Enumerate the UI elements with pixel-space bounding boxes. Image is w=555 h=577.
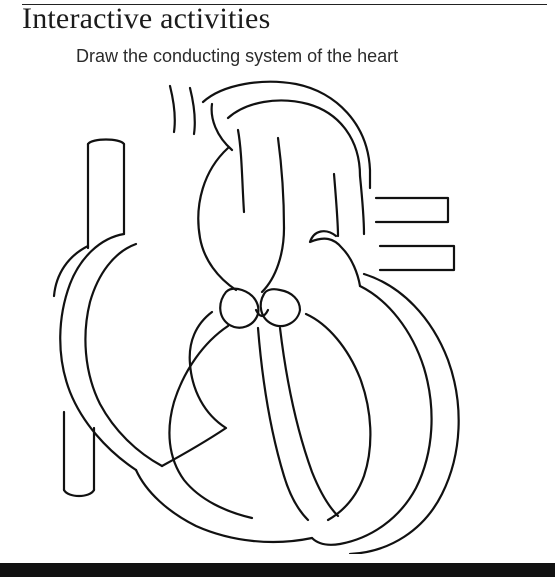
page-title: Interactive activities bbox=[22, 2, 270, 36]
heart-svg bbox=[28, 78, 520, 554]
heart-outline-figure[interactable] bbox=[28, 78, 520, 554]
bottom-bar bbox=[0, 563, 555, 577]
activity-page: Interactive activities Draw the conducti… bbox=[0, 0, 555, 577]
activity-prompt: Draw the conducting system of the heart bbox=[76, 46, 398, 67]
